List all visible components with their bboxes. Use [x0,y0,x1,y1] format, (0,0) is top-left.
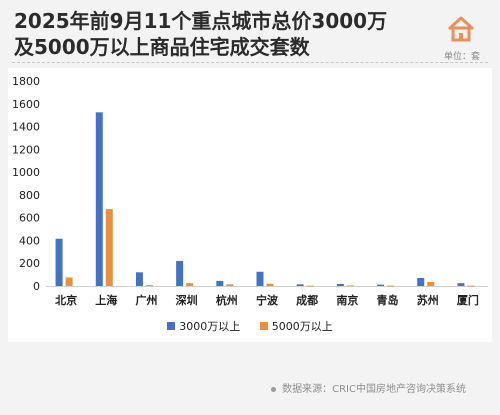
bar-3000-2 [135,272,143,286]
bar-3000-4 [216,280,224,286]
bar-3000-3 [176,260,184,286]
bar-3000-10 [457,283,465,286]
y-tick-label: 1400 [12,121,40,134]
x-tick-label: 上海 [95,293,117,307]
bar-3000-1 [95,112,103,286]
x-tick-label: 宁波 [256,293,279,307]
bar-3000-8 [377,284,385,286]
x-tick-label: 北京 [55,293,77,307]
bar-3000-7 [336,283,344,286]
x-tick-label: 厦门 [457,293,479,307]
bar-5000-10 [467,285,475,287]
bar-5000-2 [145,285,153,286]
chart-card [8,68,492,342]
bar-5000-0 [65,277,73,286]
bar-5000-7 [346,285,354,287]
title-line-2: 及5000万以上商品住宅成交套数 [14,35,310,59]
y-tick-label: 0 [33,280,40,293]
bar-3000-6 [296,284,304,286]
source-note: 数据来源：CRIC中国房地产咨询决策系统 [271,380,466,395]
y-tick-label: 400 [19,234,40,247]
bar-5000-6 [306,285,314,287]
y-tick-label: 800 [19,189,40,202]
x-tick-label: 杭州 [216,293,238,307]
bar-3000-9 [417,278,425,286]
y-tick-label: 1800 [12,75,40,88]
legend-label-5000: 5000万以上 [271,320,333,333]
bar-5000-5 [266,283,274,286]
chart-legend: 3000万以上 5000万以上 [0,318,500,334]
legend-item-3000: 3000万以上 [167,318,240,334]
bar-3000-5 [256,271,264,286]
source-text: 数据来源：CRIC中国房地产咨询决策系统 [282,384,466,395]
legend-swatch-3000 [167,322,176,330]
bar-3000-0 [55,238,63,286]
bullet-icon [271,386,277,392]
x-tick-label: 成都 [296,293,318,307]
y-tick-label: 1200 [12,143,40,156]
chart-title: 2025年前9月11个重点城市总价3000万 及5000万以上商品住宅成交套数 [14,8,387,60]
bar-5000-8 [387,285,395,287]
legend-swatch-5000 [259,322,268,330]
x-tick-label: 青岛 [377,293,399,307]
bar-5000-3 [186,283,194,286]
x-tick-label: 南京 [336,293,358,307]
y-tick-label: 1600 [12,98,40,111]
house-logo-icon [447,16,475,42]
y-tick-label: 600 [19,212,40,225]
title-line-1: 2025年前9月11个重点城市总价3000万 [14,9,388,33]
x-tick-label: 深圳 [176,293,198,307]
unit-label: 单位：套 [444,52,481,62]
divider [12,62,488,63]
y-tick-label: 1000 [12,166,40,179]
legend-item-5000: 5000万以上 [259,318,333,334]
x-tick-label: 苏州 [417,293,439,307]
y-tick-label: 200 [19,257,40,270]
bar-5000-1 [105,209,113,286]
bar-5000-9 [427,282,435,286]
bar-5000-4 [226,284,234,286]
legend-label-3000: 3000万以上 [179,320,241,333]
x-tick-label: 广州 [135,293,157,307]
